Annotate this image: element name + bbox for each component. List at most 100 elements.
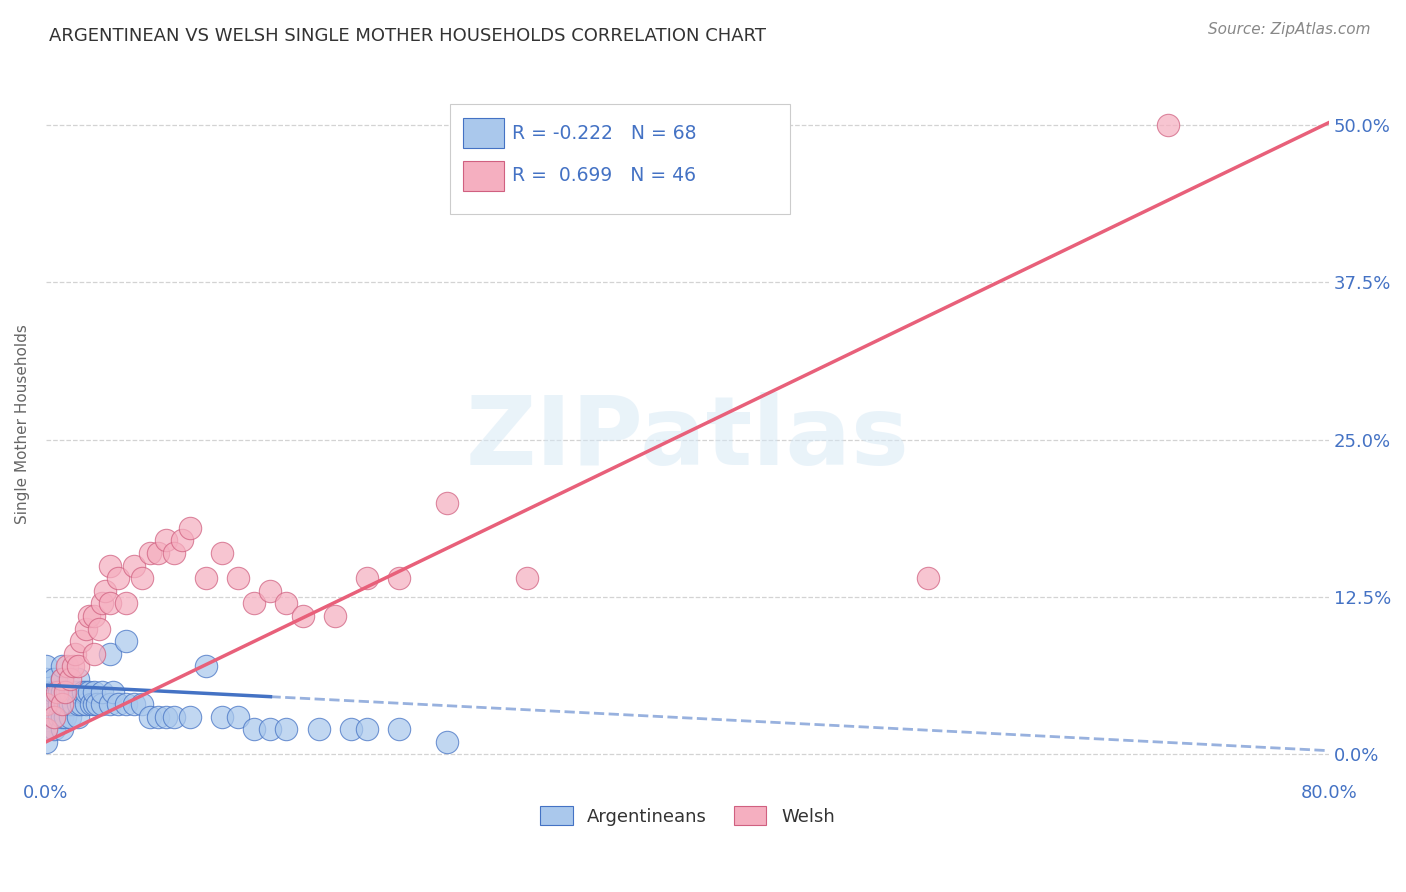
Point — [388, 571, 411, 585]
Point — [91, 596, 114, 610]
FancyBboxPatch shape — [463, 119, 503, 148]
Point — [51, 672, 73, 686]
Point — [83, 684, 105, 698]
Point — [388, 723, 411, 737]
Point — [155, 533, 177, 548]
Point — [63, 684, 86, 698]
Point — [172, 533, 194, 548]
Point — [228, 571, 250, 585]
Point — [72, 684, 94, 698]
Point — [211, 546, 233, 560]
Point — [276, 723, 298, 737]
Point — [51, 672, 73, 686]
Point — [211, 709, 233, 723]
Point — [42, 723, 65, 737]
Point — [42, 709, 65, 723]
Point — [35, 697, 58, 711]
Point — [75, 684, 97, 698]
Point — [59, 684, 82, 698]
Point — [259, 723, 281, 737]
Point — [83, 609, 105, 624]
Point — [98, 558, 121, 573]
Point — [436, 496, 458, 510]
Point — [70, 697, 93, 711]
Point — [356, 723, 378, 737]
Point — [107, 571, 129, 585]
Point — [122, 558, 145, 573]
Legend: Argentineans, Welsh: Argentineans, Welsh — [531, 797, 844, 835]
Point — [436, 735, 458, 749]
Point — [75, 622, 97, 636]
Point — [356, 571, 378, 585]
Point — [80, 697, 103, 711]
Point — [195, 571, 218, 585]
Point — [91, 684, 114, 698]
Point — [51, 684, 73, 698]
Point — [516, 571, 538, 585]
Point — [42, 684, 65, 698]
Point — [35, 735, 58, 749]
Point — [179, 521, 201, 535]
Point — [163, 709, 186, 723]
Point — [115, 697, 138, 711]
Point — [131, 571, 153, 585]
Point — [51, 659, 73, 673]
Point — [67, 672, 90, 686]
Point — [155, 709, 177, 723]
Point — [339, 723, 361, 737]
Point — [139, 546, 162, 560]
Point — [291, 609, 314, 624]
Point — [86, 697, 108, 711]
Point — [75, 697, 97, 711]
Point — [83, 697, 105, 711]
Point — [35, 709, 58, 723]
Point — [46, 684, 69, 698]
Point — [115, 596, 138, 610]
Point — [35, 672, 58, 686]
Point — [48, 697, 70, 711]
Point — [276, 596, 298, 610]
Point — [77, 684, 100, 698]
Point — [35, 659, 58, 673]
Point — [323, 609, 346, 624]
Point — [67, 684, 90, 698]
Point — [163, 546, 186, 560]
Y-axis label: Single Mother Households: Single Mother Households — [15, 324, 30, 524]
Point — [51, 723, 73, 737]
Point — [131, 697, 153, 711]
Point — [59, 672, 82, 686]
Text: Source: ZipAtlas.com: Source: ZipAtlas.com — [1208, 22, 1371, 37]
Point — [59, 709, 82, 723]
Point — [243, 723, 266, 737]
Point — [87, 622, 110, 636]
Point — [51, 709, 73, 723]
Point — [42, 709, 65, 723]
Point — [53, 684, 76, 698]
Point — [62, 659, 84, 673]
Point — [122, 697, 145, 711]
Point — [59, 697, 82, 711]
Point — [107, 697, 129, 711]
Text: R =  0.699   N = 46: R = 0.699 N = 46 — [512, 167, 696, 186]
Point — [148, 546, 170, 560]
Text: ARGENTINEAN VS WELSH SINGLE MOTHER HOUSEHOLDS CORRELATION CHART: ARGENTINEAN VS WELSH SINGLE MOTHER HOUSE… — [49, 27, 766, 45]
Point — [195, 659, 218, 673]
Point — [63, 647, 86, 661]
FancyBboxPatch shape — [463, 161, 503, 191]
Point — [115, 634, 138, 648]
Point — [77, 609, 100, 624]
Point — [35, 684, 58, 698]
Point — [259, 583, 281, 598]
Point — [94, 583, 117, 598]
Text: R = -0.222   N = 68: R = -0.222 N = 68 — [512, 124, 696, 143]
Point — [308, 723, 330, 737]
Point — [98, 697, 121, 711]
Point — [67, 659, 90, 673]
Point — [148, 709, 170, 723]
Point — [35, 723, 58, 737]
Point — [103, 684, 125, 698]
Point — [83, 647, 105, 661]
Point — [56, 659, 79, 673]
Point — [62, 697, 84, 711]
Point — [42, 672, 65, 686]
